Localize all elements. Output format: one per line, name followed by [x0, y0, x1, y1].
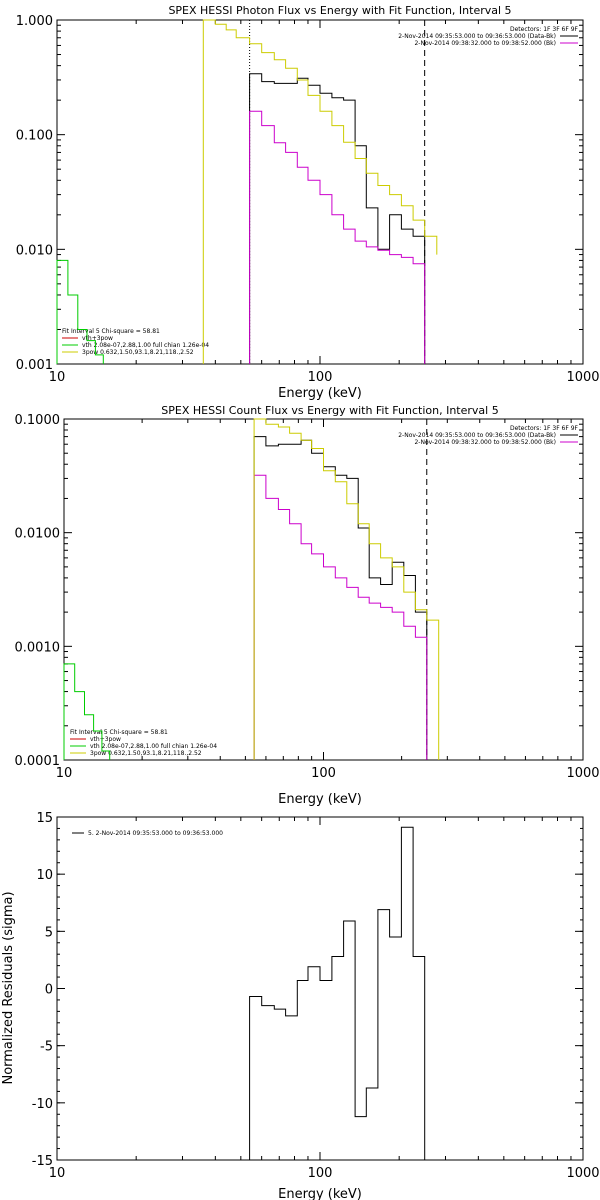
chart-title: SPEX HESSI Count Flux vs Energy with Fit… — [161, 404, 498, 417]
legend-entry-label: 3pow 0.632,1.50,93.1,8.21,118.,2.52 — [90, 750, 202, 757]
y-tick-label: 0.0100 — [15, 527, 61, 542]
plot-frame — [56, 816, 584, 1161]
y-tick-label: 5 — [45, 925, 53, 940]
x-tick-label: 100 — [308, 370, 333, 385]
series-bk-line — [253, 474, 428, 760]
legend-entry-label: 2-Nov-2014 09:35:53.000 to 09:36:53.000 … — [398, 432, 556, 439]
legend-entry-label: vth+3pow — [90, 736, 121, 743]
series-data-bk-line — [249, 73, 426, 364]
legend-entry-label: 5. 2-Nov-2014 09:35:53.000 to 09:36:53.0… — [88, 830, 223, 837]
y-tick-label: -15 — [32, 1154, 53, 1169]
series-vth-line — [63, 663, 111, 760]
legend-header: Detectors: 1F 3F 6F 9F — [510, 425, 579, 432]
y-tick-label: 0.100 — [16, 129, 53, 144]
y-tick-label: -5 — [40, 1040, 53, 1055]
x-tick-label: 10 — [56, 766, 73, 781]
series-data-bk-line — [253, 436, 428, 760]
legend-entry-label: vth 2.08e-07,2.88,1.00 full chian 1.26e-… — [90, 743, 217, 750]
legend-entry-label: 2-Nov-2014 09:38:32.000 to 09:38:52.000 … — [414, 40, 556, 47]
series-3pow-line — [202, 19, 438, 364]
y-tick-label: 0.010 — [16, 243, 53, 258]
x-tick-label: 1000 — [566, 1166, 599, 1181]
legend-header: Detectors: 1F 3F 6F 9F — [510, 26, 579, 33]
legend-entry-label: 3pow 0.632,1.50,93.1,8.21,118.,2.52 — [82, 349, 194, 356]
y-tick-label: 1.000 — [16, 14, 53, 29]
y-tick-label: 10 — [36, 868, 53, 883]
legend-entry-label: vth 2.08e-07,2.88,1.00 full chian 1.26e-… — [82, 342, 209, 349]
x-axis-label: Energy (keV) — [278, 1187, 362, 1200]
fit-legend-header: Fit Interval 5 Chi-square = 58.81 — [62, 328, 160, 335]
series-bk-line — [249, 110, 426, 364]
y-tick-label: 0.0010 — [15, 640, 61, 655]
x-tick-label: 10 — [49, 1166, 66, 1181]
x-tick-label: 1000 — [566, 766, 599, 781]
x-tick-label: 100 — [311, 766, 336, 781]
legend-entry-label: vth+3pow — [82, 335, 113, 342]
y-tick-label: 0.001 — [16, 358, 53, 373]
count-flux-panel: SPEX HESSI Count Flux vs Energy with Fit… — [15, 404, 600, 807]
series-3pow-line — [253, 418, 440, 760]
series-vth-line — [56, 259, 104, 364]
x-tick-label: 1000 — [566, 370, 599, 385]
series-residuals-line — [249, 826, 426, 1160]
y-tick-label: 15 — [36, 811, 53, 826]
y-tick-label: 0 — [45, 983, 53, 998]
x-axis-label: Energy (keV) — [278, 386, 362, 401]
legend-entry-label: 2-Nov-2014 09:35:53.000 to 09:36:53.000 … — [398, 33, 556, 40]
legend-entry-label: 2-Nov-2014 09:38:32.000 to 09:38:52.000 … — [414, 439, 556, 446]
photon-flux-panel: SPEX HESSI Photon Flux vs Energy with Fi… — [16, 4, 600, 401]
x-tick-label: 100 — [308, 1166, 333, 1181]
fit-legend-header: Fit Interval 5 Chi-square = 58.81 — [70, 729, 168, 736]
chart-title: SPEX HESSI Photon Flux vs Energy with Fi… — [168, 4, 511, 17]
y-tick-label: -10 — [32, 1097, 53, 1112]
residuals-panel: Energy (keV) Normalized Residuals (sigma… — [1, 811, 600, 1200]
x-tick-label: 10 — [49, 370, 66, 385]
y-tick-label: 0.0001 — [15, 754, 61, 769]
x-axis-label: Energy (keV) — [278, 792, 362, 807]
y-axis-label: Normalized Residuals (sigma) — [1, 891, 16, 1084]
y-tick-label: 0.1000 — [15, 413, 61, 428]
